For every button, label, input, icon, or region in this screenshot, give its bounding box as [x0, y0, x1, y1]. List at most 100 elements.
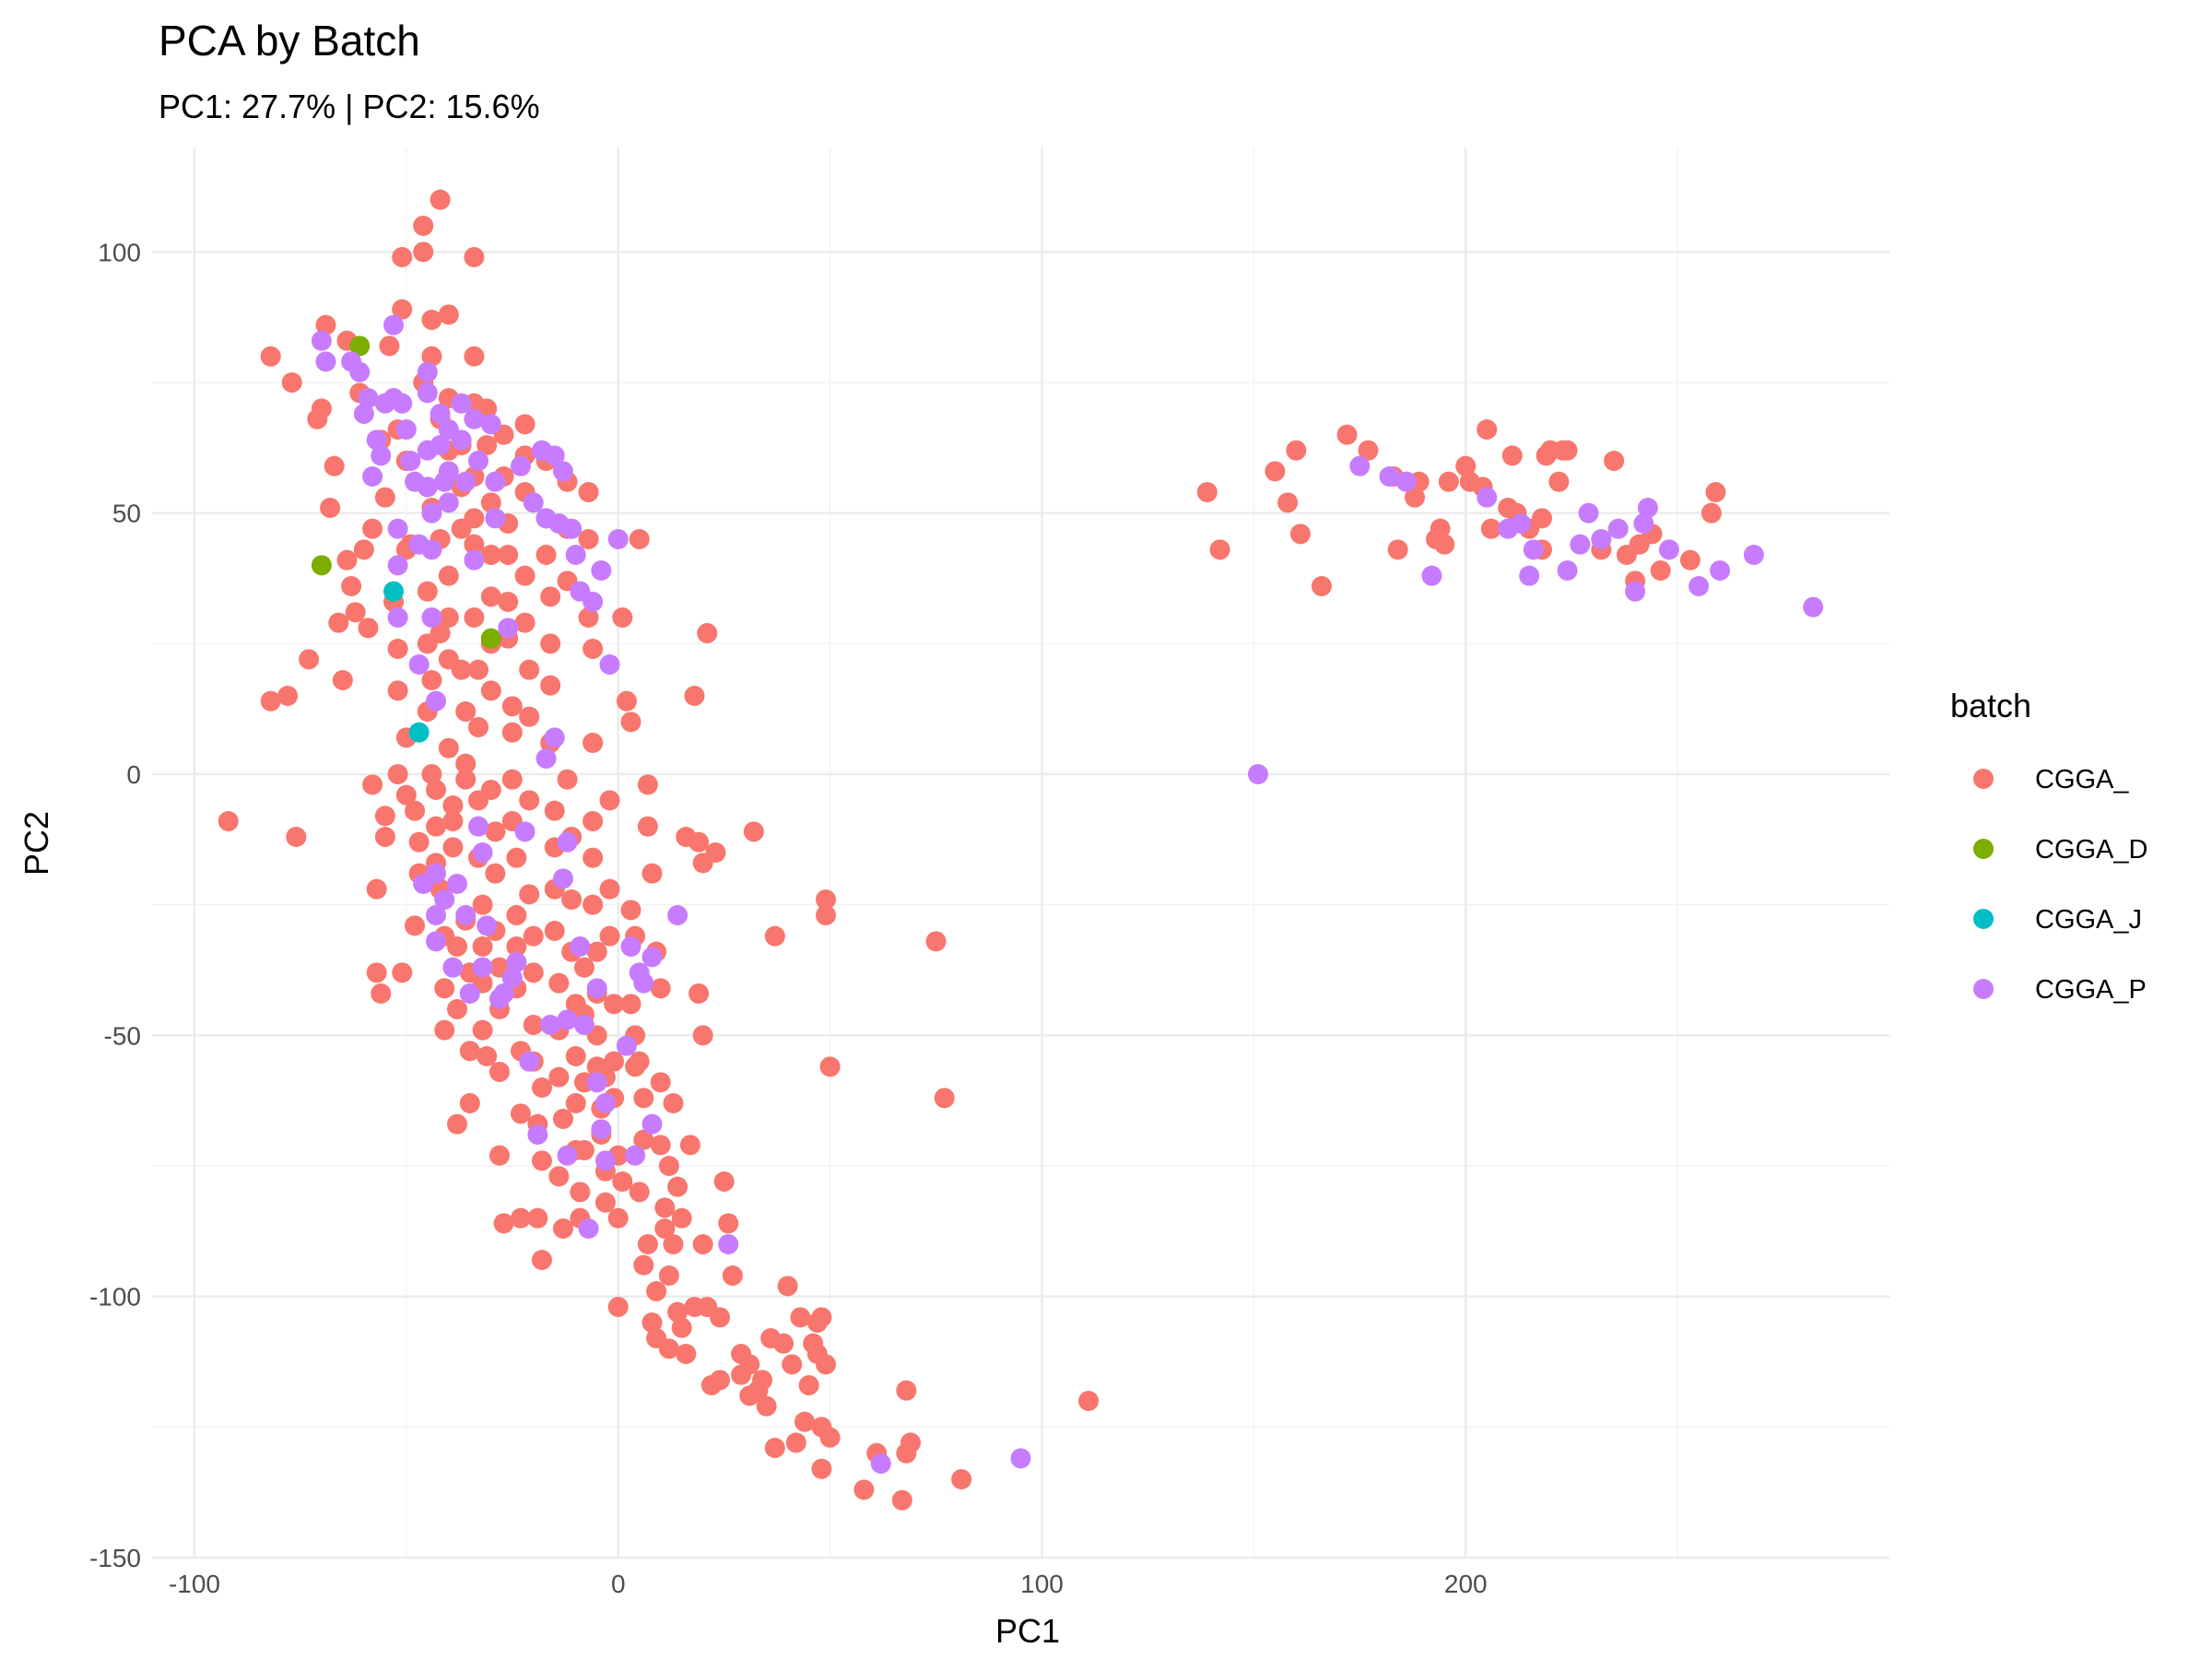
data-point [498, 618, 519, 639]
data-point [489, 1145, 510, 1166]
data-point [392, 299, 413, 320]
data-point [565, 1093, 586, 1113]
data-point [362, 774, 383, 795]
data-point [429, 189, 451, 210]
data-point [552, 868, 573, 889]
data-point [557, 769, 578, 790]
data-point [616, 1035, 637, 1056]
data-point [1336, 424, 1358, 445]
data-point [353, 404, 374, 424]
data-point [387, 555, 408, 576]
data-point [557, 1145, 578, 1166]
data-point [565, 545, 586, 565]
data-point [480, 545, 501, 565]
data-point [379, 335, 400, 357]
data-point [429, 404, 451, 424]
data-point [392, 962, 413, 983]
data-point [459, 1093, 480, 1113]
data-point [421, 346, 442, 367]
data-point [455, 471, 477, 492]
data-point [752, 1370, 773, 1391]
data-point [260, 346, 281, 367]
data-point [578, 482, 599, 502]
data-point [501, 696, 523, 717]
data-point [438, 565, 459, 586]
data-point [345, 602, 366, 623]
data-point [519, 884, 540, 905]
legend-item: CGGA_ [1973, 765, 2129, 794]
data-point [519, 659, 540, 680]
data-point [493, 983, 514, 1004]
data-point [633, 972, 654, 994]
data-point [1637, 498, 1658, 518]
data-point [540, 586, 561, 607]
data-point [535, 545, 557, 565]
data-point [1421, 565, 1442, 586]
data-point [785, 1432, 806, 1453]
data-point [426, 905, 447, 925]
data-point [658, 1265, 679, 1286]
data-point [811, 1307, 832, 1328]
data-point [417, 382, 438, 404]
data-point [438, 492, 459, 513]
data-point [650, 978, 671, 999]
data-point [1247, 764, 1268, 784]
data-point [816, 905, 837, 925]
data-point [1430, 518, 1451, 539]
data-point [625, 1145, 646, 1166]
data-point [405, 915, 426, 936]
data-point [417, 361, 438, 382]
data-point [421, 764, 442, 784]
data-point [501, 968, 523, 988]
data-point [1548, 471, 1570, 492]
data-point [570, 936, 591, 957]
data-point [620, 994, 641, 1015]
data-point [773, 1333, 794, 1354]
data-point [489, 1062, 510, 1082]
data-point [464, 508, 485, 529]
series-cgga-p [311, 314, 1824, 1474]
data-point [472, 842, 493, 863]
data-point [620, 712, 641, 733]
y-tick-label: -50 [104, 1021, 141, 1050]
data-point [591, 1119, 612, 1140]
data-point [311, 398, 332, 419]
data-point [1578, 502, 1599, 524]
data-point [561, 518, 582, 539]
data-point [523, 492, 544, 513]
data-point [798, 1375, 819, 1395]
data-point [260, 690, 281, 712]
data-point [620, 900, 641, 921]
data-point [480, 492, 501, 513]
data-point [544, 800, 565, 821]
data-point [540, 675, 561, 696]
data-point [722, 1265, 743, 1286]
data-point [1625, 581, 1646, 602]
data-point [684, 686, 705, 706]
data-point [607, 1207, 629, 1229]
data-point [281, 372, 302, 393]
data-point [1710, 560, 1731, 581]
data-point [578, 529, 599, 549]
data-point [594, 1150, 616, 1171]
data-point [641, 1312, 663, 1333]
data-point [315, 351, 336, 372]
data-point [1379, 466, 1400, 487]
data-point [320, 498, 341, 518]
data-point [408, 654, 429, 675]
data-point [510, 455, 531, 477]
data-point [1477, 487, 1498, 508]
data-point [408, 722, 429, 743]
chart-subtitle: PC1: 27.7% | PC2: 15.6% [159, 88, 540, 125]
data-point [455, 753, 477, 774]
data-point [612, 607, 633, 628]
data-point [900, 1432, 921, 1453]
data-point [819, 1427, 841, 1448]
data-point [816, 889, 837, 910]
legend: batch CGGA_ CGGA_D CGGA_J CGGA_P [1950, 687, 2147, 1005]
data-point [594, 1192, 616, 1213]
data-point [1511, 513, 1532, 534]
data-point [480, 586, 501, 607]
data-point [472, 1019, 493, 1041]
data-point [328, 612, 349, 633]
